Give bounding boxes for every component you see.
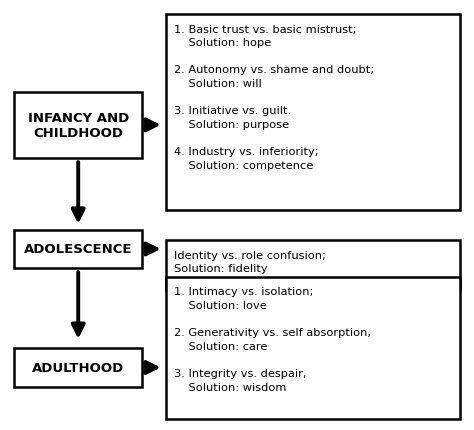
Bar	[14, 230, 142, 269]
Bar	[14, 92, 142, 159]
Bar	[166, 277, 460, 419]
Bar	[166, 15, 460, 211]
Text: ADULTHOOD: ADULTHOOD	[32, 361, 124, 374]
Text: ADOLESCENCE: ADOLESCENCE	[24, 243, 132, 256]
Text: 1. Basic trust vs. basic mistrust;
    Solution: hope

2. Autonomy vs. shame and: 1. Basic trust vs. basic mistrust; Solut…	[174, 25, 374, 170]
Bar	[14, 348, 142, 387]
Bar	[166, 241, 460, 290]
Text: INFANCY AND
CHILDHOOD: INFANCY AND CHILDHOOD	[27, 112, 129, 140]
Text: 1. Intimacy vs. isolation;
    Solution: love

2. Generativity vs. self absorpti: 1. Intimacy vs. isolation; Solution: lov…	[174, 287, 372, 392]
Text: Identity vs. role confusion;
Solution: fidelity: Identity vs. role confusion; Solution: f…	[174, 250, 326, 274]
